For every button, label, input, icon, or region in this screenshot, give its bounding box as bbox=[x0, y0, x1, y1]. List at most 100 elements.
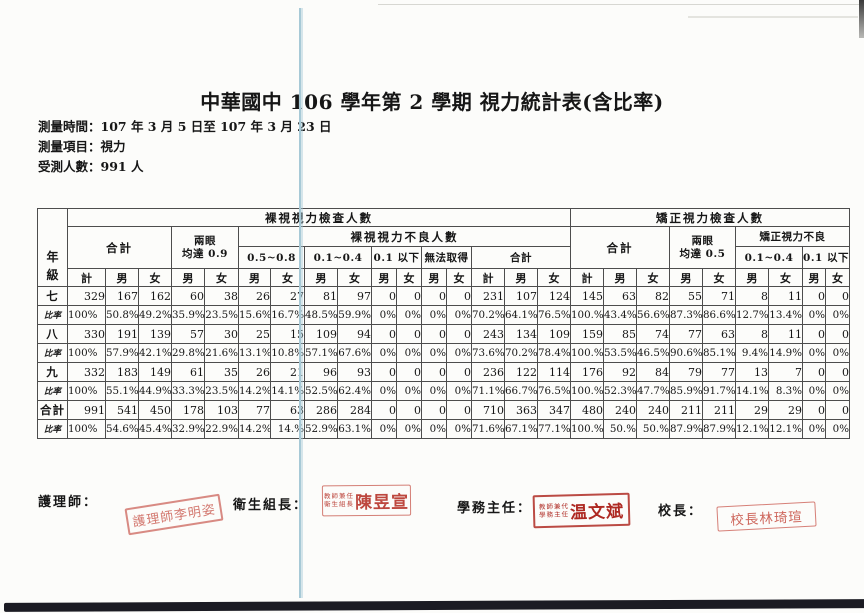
band-header-corr-below-01: 0.1 以下 bbox=[801, 246, 851, 269]
table-cell: 62.4% bbox=[337, 381, 372, 401]
table-cell: 14.9% bbox=[768, 343, 803, 363]
column-header-female: 女 bbox=[204, 268, 239, 287]
table-cell: 162 bbox=[138, 286, 172, 306]
table-cell: 22.9% bbox=[204, 419, 239, 439]
grade-row: 合計 991 541 450 178 103 77 63 286 284 0 0 0 0 710 363 347… bbox=[37, 400, 851, 420]
column-header-male: 男 bbox=[603, 268, 637, 287]
table-cell: 159 bbox=[570, 324, 604, 344]
table-cell: 52.9% bbox=[304, 419, 338, 439]
table-cell: 54.6% bbox=[105, 419, 139, 439]
table-cell: 81 bbox=[304, 286, 338, 306]
table-cell: 11 bbox=[768, 286, 803, 306]
table-cell: 0% bbox=[446, 305, 472, 325]
table-cell: 139 bbox=[138, 324, 172, 344]
table-cell: 109 bbox=[304, 324, 338, 344]
table-cell: 0 bbox=[802, 324, 826, 344]
table-cell: 70.2% bbox=[471, 305, 505, 325]
table-cell: 100.% bbox=[570, 343, 604, 363]
table-cell: 0% bbox=[446, 419, 472, 439]
table-cell: 23.5% bbox=[204, 381, 239, 401]
table-cell: 0 bbox=[421, 362, 447, 382]
table-cell: 114 bbox=[537, 362, 571, 382]
scan-artifact-edge-strip bbox=[859, 0, 864, 38]
column-header-male: 男 bbox=[371, 268, 397, 287]
table-cell: 0% bbox=[421, 343, 447, 363]
table-cell: 0% bbox=[802, 305, 826, 325]
academic-director-seal-stamp: 教師兼代 學務主任 温文斌 bbox=[532, 492, 631, 529]
table-cell: 32.9% bbox=[171, 419, 205, 439]
table-cell: 29.8% bbox=[171, 343, 205, 363]
table-cell: 100% bbox=[67, 305, 106, 325]
table-cell: 55.1% bbox=[105, 381, 139, 401]
row-label: 比率 bbox=[37, 381, 68, 401]
table-cell: 100.% bbox=[570, 305, 604, 325]
column-header-female: 女 bbox=[138, 268, 172, 287]
group-header-corrected-vision: 矯正視力檢查人數 bbox=[569, 208, 851, 227]
table-cell: 16.7% bbox=[270, 305, 305, 325]
column-header-female: 女 bbox=[446, 268, 472, 287]
table-cell: 0% bbox=[421, 419, 447, 439]
table-cell: 243 bbox=[471, 324, 505, 344]
table-cell: 92 bbox=[603, 362, 637, 382]
table-cell: 178 bbox=[171, 400, 205, 420]
table-cell: 86.6% bbox=[702, 305, 736, 325]
table-cell: 0 bbox=[421, 324, 447, 344]
nurse-label: 護理師： bbox=[38, 495, 99, 510]
table-cell: 14.1% bbox=[735, 381, 769, 401]
table-cell: 11 bbox=[768, 324, 803, 344]
table-cell: 87.9% bbox=[702, 419, 736, 439]
column-header-female: 女 bbox=[824, 268, 851, 287]
table-cell: 8 bbox=[735, 286, 769, 306]
table-cell: 0% bbox=[824, 419, 851, 439]
table-cell: 332 bbox=[67, 362, 106, 382]
table-cell: 183 bbox=[105, 362, 139, 382]
table-cell: 480 bbox=[570, 400, 604, 420]
principal-seal-stamp: 校長林琦瑄 bbox=[716, 501, 817, 532]
subheader-naked-total: 合計 bbox=[67, 226, 172, 269]
table-cell: 103 bbox=[204, 400, 239, 420]
table-cell: 59.9% bbox=[337, 305, 372, 325]
table-cell: 0 bbox=[371, 400, 397, 420]
table-cell: 134 bbox=[504, 324, 538, 344]
table-cell: 57.1% bbox=[304, 343, 338, 363]
measurement-info: 測量時間：107 年 3 月 5 日至 107 年 3 月 23 日 測量項目：… bbox=[38, 117, 332, 177]
table-cell: 63 bbox=[603, 286, 637, 306]
table-cell: 52.3% bbox=[603, 381, 637, 401]
table-cell: 100% bbox=[67, 381, 106, 401]
column-header-male: 男 bbox=[421, 268, 447, 287]
table-cell: 23.5% bbox=[204, 305, 239, 325]
table-cell: 85.1% bbox=[702, 343, 736, 363]
table-cell: 85 bbox=[603, 324, 637, 344]
column-header-male: 男 bbox=[304, 268, 338, 287]
grade-row: 七 329 167 162 60 38 26 27 81 97 0 0 0 0 231 107 124 145 63… bbox=[37, 286, 851, 306]
table-cell: 63 bbox=[702, 324, 736, 344]
table-cell: 100% bbox=[67, 419, 106, 439]
table-cell: 0% bbox=[396, 419, 422, 439]
table-cell: 30 bbox=[204, 324, 239, 344]
subheader-both-eyes-05: 兩眼 均達 0.5 bbox=[669, 226, 736, 269]
column-header-grade: 年 級 bbox=[37, 208, 68, 287]
band-header-corr-01-04: 0.1~0.4 bbox=[735, 246, 803, 269]
table-cell: 78.4% bbox=[537, 343, 571, 363]
table-cell: 76.5% bbox=[537, 381, 571, 401]
table-cell: 0 bbox=[446, 400, 472, 420]
table-cell: 82 bbox=[636, 286, 670, 306]
measurement-item: 測量項目：視力 bbox=[38, 139, 126, 154]
column-header-female: 女 bbox=[636, 268, 670, 287]
table-cell: 87.9% bbox=[669, 419, 703, 439]
table-cell: 85.9% bbox=[669, 381, 703, 401]
measurement-period: 測量時間：107 年 3 月 5 日至 107 年 3 月 23 日 bbox=[38, 119, 332, 134]
table-cell: 71.1% bbox=[471, 381, 505, 401]
table-cell: 47.7% bbox=[636, 381, 670, 401]
table-cell: 44.9% bbox=[138, 381, 172, 401]
table-cell: 991 bbox=[67, 400, 106, 420]
table-cell: 191 bbox=[105, 324, 139, 344]
table-cell: 33.3% bbox=[171, 381, 205, 401]
row-label: 比率 bbox=[37, 343, 68, 363]
table-cell: 74 bbox=[636, 324, 670, 344]
table-cell: 25 bbox=[238, 324, 271, 344]
table-cell: 100.% bbox=[570, 381, 604, 401]
column-header-female: 女 bbox=[337, 268, 372, 287]
table-cell: 50.% bbox=[636, 419, 670, 439]
table-cell: 45.4% bbox=[138, 419, 172, 439]
